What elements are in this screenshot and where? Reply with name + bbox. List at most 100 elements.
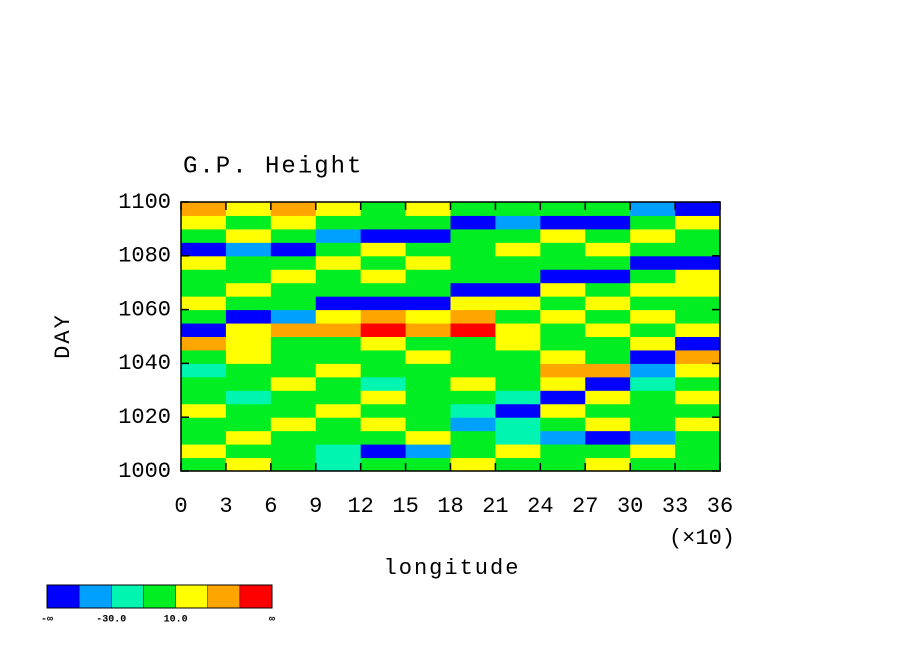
x-tick-label: 36 bbox=[707, 494, 733, 519]
heat-cell bbox=[630, 349, 676, 364]
heat-cell bbox=[405, 202, 451, 216]
heat-cell bbox=[495, 255, 541, 270]
heat-cell bbox=[495, 457, 541, 472]
heat-cell bbox=[495, 376, 541, 391]
heat-cell bbox=[495, 242, 541, 257]
heat-cell bbox=[450, 336, 496, 351]
heat-cell bbox=[585, 457, 631, 472]
heat-cell bbox=[495, 363, 541, 378]
y-tick-label: 1020 bbox=[118, 405, 171, 430]
heat-cell bbox=[450, 403, 496, 418]
heat-cell bbox=[450, 202, 496, 216]
heat-cell bbox=[630, 309, 676, 324]
heat-cell bbox=[181, 390, 227, 405]
heat-cell bbox=[540, 336, 586, 351]
heat-cell bbox=[675, 296, 721, 311]
x-tick-label: 12 bbox=[347, 494, 373, 519]
heat-cell bbox=[675, 430, 721, 445]
y-tick-label: 1000 bbox=[118, 459, 171, 484]
heat-cell bbox=[585, 417, 631, 432]
heat-cell bbox=[181, 202, 227, 216]
heat-cell bbox=[225, 296, 272, 311]
colorbar-label: 10.0 bbox=[164, 615, 188, 626]
heat-cell bbox=[540, 403, 586, 418]
heat-cell bbox=[585, 309, 631, 324]
heat-cell bbox=[675, 228, 721, 243]
heat-cell bbox=[585, 336, 631, 351]
heat-cell bbox=[315, 363, 362, 378]
heat-cell bbox=[270, 363, 317, 378]
heat-cell bbox=[315, 349, 362, 364]
heat-cell bbox=[360, 282, 407, 297]
heat-cell bbox=[675, 363, 721, 378]
heat-cell bbox=[495, 336, 541, 351]
heat-cell bbox=[630, 215, 676, 230]
heat-cell bbox=[270, 242, 317, 257]
heat-cell bbox=[360, 336, 407, 351]
heat-cell bbox=[181, 336, 227, 351]
colorbar-label: -30.0 bbox=[96, 615, 126, 626]
heat-cell bbox=[360, 228, 407, 243]
heat-cell bbox=[585, 349, 631, 364]
heat-cell bbox=[540, 390, 586, 405]
y-axis-label: DAY bbox=[51, 313, 76, 359]
heat-cell bbox=[225, 323, 272, 337]
heat-cell bbox=[405, 309, 451, 324]
heat-cell bbox=[450, 269, 496, 284]
y-tick-label: 1060 bbox=[118, 297, 171, 322]
heat-cell bbox=[540, 282, 586, 297]
heat-cell bbox=[405, 296, 451, 311]
heat-cell bbox=[540, 363, 586, 378]
heat-cell bbox=[585, 228, 631, 243]
heat-cell bbox=[360, 255, 407, 270]
heat-cell bbox=[360, 417, 407, 432]
heat-cell bbox=[675, 282, 721, 297]
y-tick-label: 1100 bbox=[118, 190, 171, 215]
heat-cell bbox=[360, 376, 407, 391]
heat-cell bbox=[540, 376, 586, 391]
heat-cell bbox=[225, 349, 272, 364]
heat-cell bbox=[225, 242, 272, 257]
colorbar-label: ∞ bbox=[269, 615, 275, 626]
heat-cell bbox=[360, 202, 407, 216]
heat-cell bbox=[450, 296, 496, 311]
heat-cell bbox=[630, 282, 676, 297]
colorbar-swatch bbox=[175, 585, 209, 608]
heat-cell bbox=[585, 296, 631, 311]
x-tick-label: 30 bbox=[617, 494, 643, 519]
heat-cell bbox=[270, 202, 317, 216]
heat-cell bbox=[540, 296, 586, 311]
heat-cell bbox=[181, 323, 227, 337]
heat-cell bbox=[315, 390, 362, 405]
heat-cell bbox=[450, 444, 496, 459]
heat-cell bbox=[450, 309, 496, 324]
x-scale-label: (×10) bbox=[669, 526, 735, 551]
heat-cell bbox=[540, 202, 586, 216]
heat-cell bbox=[315, 309, 362, 324]
heat-cell bbox=[405, 363, 451, 378]
colorbar-swatch bbox=[111, 585, 144, 608]
heat-cell bbox=[360, 444, 407, 459]
heat-cell bbox=[181, 296, 227, 311]
heat-cell bbox=[225, 417, 272, 432]
heat-cell bbox=[675, 255, 721, 270]
heat-cell bbox=[450, 215, 496, 230]
heat-cell bbox=[450, 282, 496, 297]
heat-cell bbox=[405, 457, 451, 472]
heat-cell bbox=[225, 282, 272, 297]
heat-cell bbox=[181, 376, 227, 391]
heat-cell bbox=[360, 309, 407, 324]
heat-cell bbox=[270, 282, 317, 297]
heat-cell bbox=[675, 215, 721, 230]
heat-cell bbox=[360, 215, 407, 230]
heat-cell bbox=[540, 255, 586, 270]
heat-cell bbox=[270, 444, 317, 459]
heat-cell bbox=[495, 215, 541, 230]
x-tick-label: 0 bbox=[174, 494, 187, 519]
heat-cell bbox=[405, 242, 451, 257]
heat-cell bbox=[225, 363, 272, 378]
heat-cell bbox=[315, 296, 362, 311]
heat-cell bbox=[450, 255, 496, 270]
heat-cell bbox=[181, 444, 227, 459]
heat-cell bbox=[225, 403, 272, 418]
